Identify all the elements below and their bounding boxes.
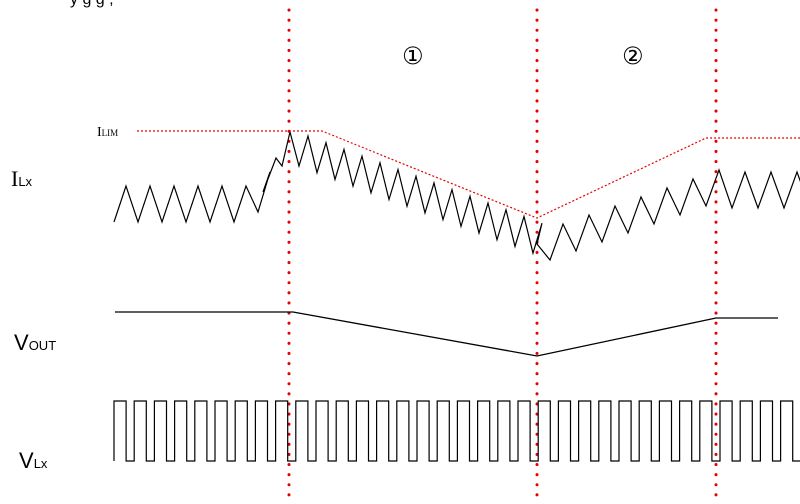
top-caption-fragment: y g g , <box>70 0 114 9</box>
region-1-label: ① <box>402 42 424 70</box>
ilx-label: ILx <box>11 166 33 191</box>
current-limit-trace <box>137 130 800 219</box>
switch-node-waveform <box>113 400 800 462</box>
inductor-current-waveform <box>113 131 800 262</box>
vout-label: VOUT <box>14 330 57 355</box>
ilim-label: ILIM <box>97 125 119 140</box>
region-2-label: ② <box>622 42 644 70</box>
vlx-label: VLx <box>19 448 48 473</box>
output-voltage-waveform <box>115 311 778 357</box>
